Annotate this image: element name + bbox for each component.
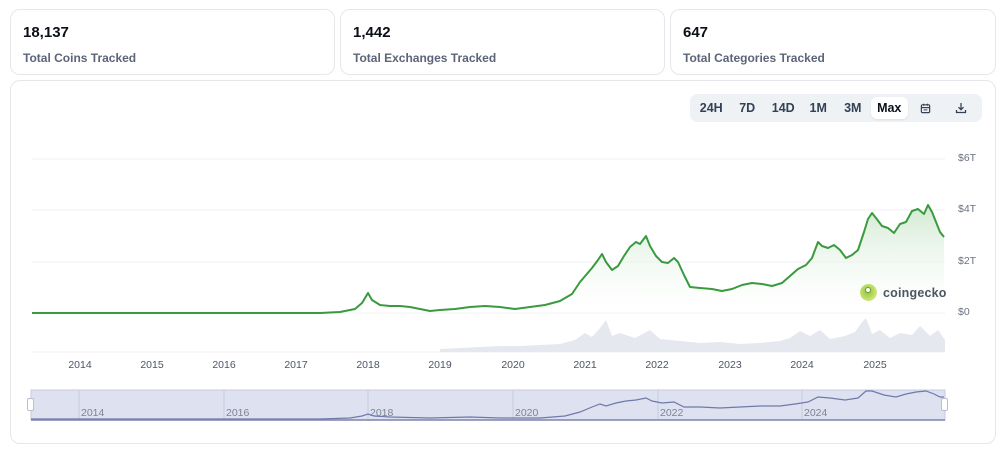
x-axis-label: 2018 bbox=[356, 359, 380, 371]
x-axis-label: 2016 bbox=[212, 359, 236, 371]
y-axis-label: $0 bbox=[958, 306, 970, 318]
navigator-handle-left[interactable] bbox=[27, 398, 34, 411]
coingecko-watermark: coingecko bbox=[860, 284, 947, 301]
y-axis-label: $6T bbox=[958, 152, 977, 164]
x-axis-label: 2021 bbox=[573, 359, 597, 371]
download-button[interactable] bbox=[943, 97, 979, 119]
stat-card-coins: 18,137 Total Coins Tracked bbox=[10, 9, 335, 75]
navigator-handle-right[interactable] bbox=[941, 398, 948, 411]
navigator-label: 2024 bbox=[804, 407, 828, 419]
volume-series bbox=[440, 318, 945, 352]
navigator-label: 2014 bbox=[81, 407, 105, 419]
stat-card-exchanges: 1,442 Total Exchanges Tracked bbox=[340, 9, 665, 75]
download-icon bbox=[956, 103, 967, 114]
y-axis-label: $2T bbox=[958, 255, 977, 267]
x-axis-label: 2015 bbox=[140, 359, 164, 371]
x-axis-label: 2022 bbox=[645, 359, 669, 371]
y-axis-label: $4T bbox=[958, 203, 977, 215]
coingecko-logo-icon bbox=[860, 284, 877, 301]
x-axis-label: 2020 bbox=[501, 359, 525, 371]
range-button-1m[interactable]: 1M bbox=[809, 101, 827, 115]
x-axis-label: 2023 bbox=[718, 359, 742, 371]
stat-card-categories: 647 Total Categories Tracked bbox=[670, 9, 996, 75]
watermark-text: coingecko bbox=[883, 285, 947, 300]
market-cap-area bbox=[32, 205, 944, 313]
stat-label: Total Coins Tracked bbox=[23, 51, 137, 65]
x-axis-label: 2019 bbox=[428, 359, 452, 371]
x-axis-label: 2014 bbox=[68, 359, 92, 371]
range-button-7d[interactable]: 7D bbox=[739, 101, 756, 115]
navigator-label: 2016 bbox=[226, 407, 250, 419]
stat-value: 1,442 bbox=[353, 24, 391, 41]
calendar-button[interactable] bbox=[908, 97, 944, 119]
x-axis-label: 2017 bbox=[284, 359, 308, 371]
time-range-selector: 24H 7D 14D 1M 3M Max bbox=[690, 94, 982, 122]
navigator-line bbox=[31, 390, 944, 420]
navigator-label: 2020 bbox=[515, 407, 539, 419]
navigator-label: 2022 bbox=[660, 407, 684, 419]
market-cap-line bbox=[32, 204, 945, 314]
range-navigator bbox=[30, 389, 946, 421]
range-button-max[interactable]: Max bbox=[870, 97, 908, 119]
x-axis-label: 2025 bbox=[863, 359, 887, 371]
range-button-3m[interactable]: 3M bbox=[844, 101, 862, 115]
stat-value: 18,137 bbox=[23, 24, 69, 41]
stat-label: Total Categories Tracked bbox=[683, 51, 825, 65]
x-axis-label: 2024 bbox=[790, 359, 814, 371]
calendar-icon bbox=[920, 103, 931, 113]
stat-label: Total Exchanges Tracked bbox=[353, 51, 497, 65]
stat-value: 647 bbox=[683, 24, 709, 41]
range-button-14d[interactable]: 14D bbox=[771, 101, 795, 115]
range-button-24h[interactable]: 24H bbox=[699, 101, 723, 115]
navigator-label: 2018 bbox=[370, 407, 394, 419]
gridlines bbox=[32, 158, 945, 353]
